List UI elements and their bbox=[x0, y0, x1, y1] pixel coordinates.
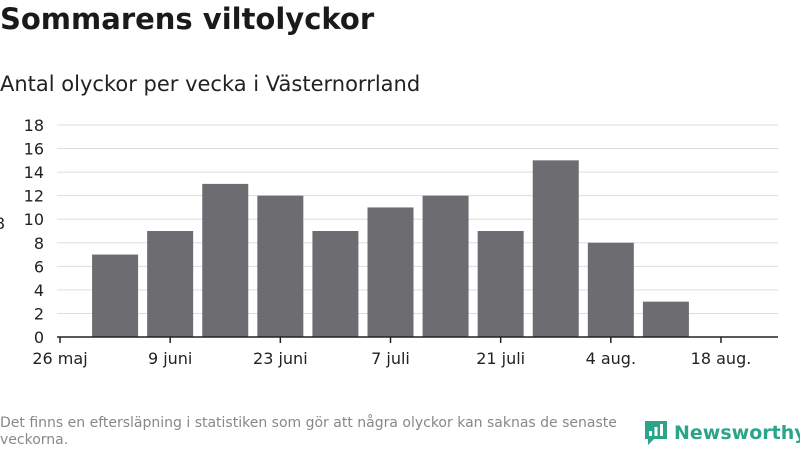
y-tick-label: 2 bbox=[34, 304, 44, 323]
brand-name: Newsworthy bbox=[674, 422, 800, 444]
bar bbox=[532, 160, 579, 337]
bar bbox=[587, 242, 634, 337]
bar bbox=[202, 183, 249, 337]
bar bbox=[367, 207, 414, 337]
bar-chart: 0 2 4 6 8 10 12 14 16 18 8 26 maj 9 juni 23 juni 7 j… bbox=[0, 110, 800, 375]
x-axis: 26 maj 9 juni 23 juni 7 juli 21 juli 4 aug. 18… bbox=[32, 336, 778, 368]
data-label: 8 bbox=[0, 214, 5, 233]
x-tick-label: 4 aug. bbox=[586, 349, 636, 368]
y-tick-label: 16 bbox=[24, 140, 44, 159]
x-tick-label: 7 juli bbox=[371, 349, 410, 368]
chart-title: Sommarens viltolyckor bbox=[0, 2, 375, 36]
chart-svg: 0 2 4 6 8 10 12 14 16 18 8 26 maj 9 juni 23 juni 7 j… bbox=[0, 116, 778, 368]
x-tick-label: 9 juni bbox=[148, 349, 192, 368]
bar bbox=[422, 195, 469, 337]
bar-chart-logo-icon bbox=[645, 421, 667, 445]
bars bbox=[92, 160, 689, 337]
y-axis-ticks: 0 2 4 6 8 10 12 14 16 18 bbox=[24, 116, 44, 347]
y-tick-label: 10 bbox=[24, 210, 44, 229]
bar bbox=[312, 231, 359, 337]
y-tick-label: 18 bbox=[24, 116, 44, 135]
y-tick-label: 4 bbox=[34, 281, 44, 300]
bar bbox=[147, 231, 194, 337]
bar bbox=[642, 301, 689, 337]
bar bbox=[477, 231, 524, 337]
chart-subtitle: Antal olyckor per vecka i Västernorrland bbox=[0, 72, 421, 96]
data-labels: 8 bbox=[0, 214, 5, 233]
y-tick-label: 14 bbox=[24, 163, 44, 182]
x-tick-label: 18 aug. bbox=[691, 349, 752, 368]
bar bbox=[92, 254, 139, 337]
y-tick-label: 0 bbox=[34, 328, 44, 347]
y-tick-label: 12 bbox=[24, 187, 44, 206]
x-tick-label: 26 maj bbox=[32, 349, 87, 368]
brand: Newsworthy bbox=[644, 420, 800, 446]
y-tick-label: 6 bbox=[34, 257, 44, 276]
bar bbox=[257, 195, 304, 337]
x-tick-label: 21 juli bbox=[476, 349, 525, 368]
x-tick-label: 23 juni bbox=[253, 349, 308, 368]
footnote: Det finns en eftersläpning i statistiken… bbox=[0, 415, 617, 448]
y-tick-label: 8 bbox=[34, 234, 44, 253]
